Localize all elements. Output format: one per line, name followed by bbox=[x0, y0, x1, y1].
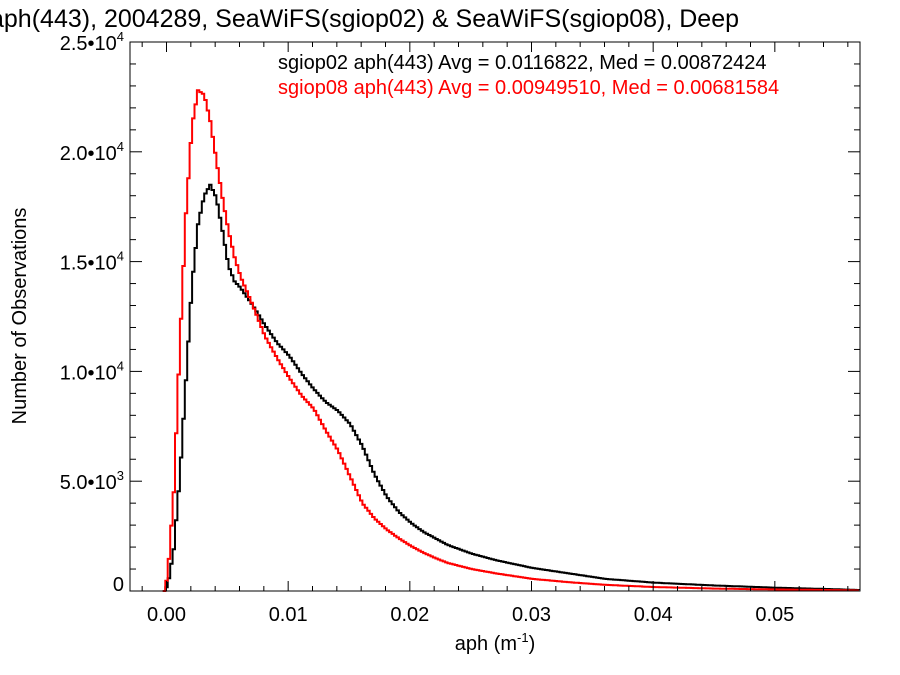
series-line-1 bbox=[162, 89, 859, 592]
x-tick-label: 0.04 bbox=[634, 604, 673, 626]
x-tick-label: 0.01 bbox=[269, 604, 308, 626]
y-tick-label: 0 bbox=[113, 574, 124, 596]
x-tick-label: 0.03 bbox=[512, 604, 551, 626]
y-axis: 0 5.0•103 1.0•104 1.5•104 2.0•104 2.5•104 bbox=[60, 29, 860, 596]
y-tick-label: 5.0•103 bbox=[60, 468, 124, 494]
x-axis-label: aph (m-1) bbox=[455, 630, 535, 655]
y-axis-label: Number of Observations bbox=[9, 208, 31, 425]
legend: sgiop02 aph(443) Avg = 0.0116822, Med = … bbox=[278, 52, 779, 99]
x-axis-label-exponent: -1 bbox=[517, 630, 529, 645]
y-tick-label: 2.0•104 bbox=[60, 139, 124, 165]
x-axis-label-close: ) bbox=[529, 633, 536, 655]
legend-entry-0: sgiop02 aph(443) Avg = 0.0116822, Med = … bbox=[278, 52, 767, 74]
legend-entry-1: sgiop08 aph(443) Avg = 0.00949510, Med =… bbox=[278, 77, 779, 99]
chart-title: aph(443), 2004289, SeaWiFS(sgiop02) & Se… bbox=[0, 5, 739, 33]
y-tick-label: 1.0•104 bbox=[60, 358, 124, 384]
x-axis: 0.00 0.01 0.02 0.03 0.04 0.05 bbox=[141, 42, 849, 626]
series-line-0 bbox=[162, 183, 860, 592]
y-tick-label: 1.5•104 bbox=[60, 249, 124, 275]
x-tick-label: 0.05 bbox=[755, 604, 794, 626]
x-tick-label: 0.00 bbox=[147, 604, 186, 626]
y-tick-label: 2.5•104 bbox=[60, 29, 124, 55]
x-tick-label: 0.02 bbox=[390, 604, 429, 626]
plot-frame bbox=[129, 41, 861, 592]
series-lines bbox=[162, 89, 860, 592]
